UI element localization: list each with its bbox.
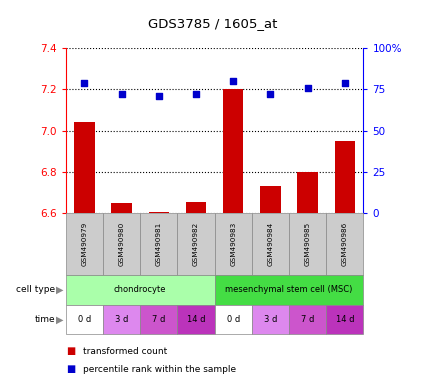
Text: ■: ■ xyxy=(66,346,75,356)
Text: mesenchymal stem cell (MSC): mesenchymal stem cell (MSC) xyxy=(225,285,353,295)
Bar xyxy=(260,186,281,213)
Text: 3 d: 3 d xyxy=(264,315,277,324)
Text: ■: ■ xyxy=(66,364,75,374)
Point xyxy=(156,93,162,99)
Bar xyxy=(186,202,206,213)
Point xyxy=(81,79,88,86)
Text: 14 d: 14 d xyxy=(335,315,354,324)
Bar xyxy=(223,89,244,213)
Text: 14 d: 14 d xyxy=(187,315,205,324)
Point xyxy=(267,91,274,97)
Text: GSM490980: GSM490980 xyxy=(119,222,125,266)
Text: chondrocyte: chondrocyte xyxy=(114,285,167,295)
Point xyxy=(193,91,199,97)
Text: ▶: ▶ xyxy=(56,285,64,295)
Bar xyxy=(334,141,355,213)
Text: 0 d: 0 d xyxy=(227,315,240,324)
Bar xyxy=(111,203,132,213)
Text: 7 d: 7 d xyxy=(301,315,314,324)
Text: GSM490984: GSM490984 xyxy=(267,222,273,266)
Point xyxy=(118,91,125,97)
Text: 3 d: 3 d xyxy=(115,315,128,324)
Text: GSM490981: GSM490981 xyxy=(156,222,162,266)
Text: 0 d: 0 d xyxy=(78,315,91,324)
Text: GSM490985: GSM490985 xyxy=(305,222,311,266)
Text: GSM490982: GSM490982 xyxy=(193,222,199,266)
Bar xyxy=(149,212,169,213)
Text: time: time xyxy=(34,315,55,324)
Text: transformed count: transformed count xyxy=(83,347,167,356)
Text: GSM490986: GSM490986 xyxy=(342,222,348,266)
Text: ▶: ▶ xyxy=(56,314,64,325)
Text: GSM490983: GSM490983 xyxy=(230,222,236,266)
Text: cell type: cell type xyxy=(16,285,55,295)
Point xyxy=(304,84,311,91)
Point xyxy=(230,78,237,84)
Bar xyxy=(298,172,318,213)
Text: percentile rank within the sample: percentile rank within the sample xyxy=(83,365,236,374)
Text: GSM490979: GSM490979 xyxy=(82,222,88,266)
Bar xyxy=(74,122,95,213)
Text: 7 d: 7 d xyxy=(152,315,165,324)
Text: GDS3785 / 1605_at: GDS3785 / 1605_at xyxy=(148,17,277,30)
Point xyxy=(341,79,348,86)
